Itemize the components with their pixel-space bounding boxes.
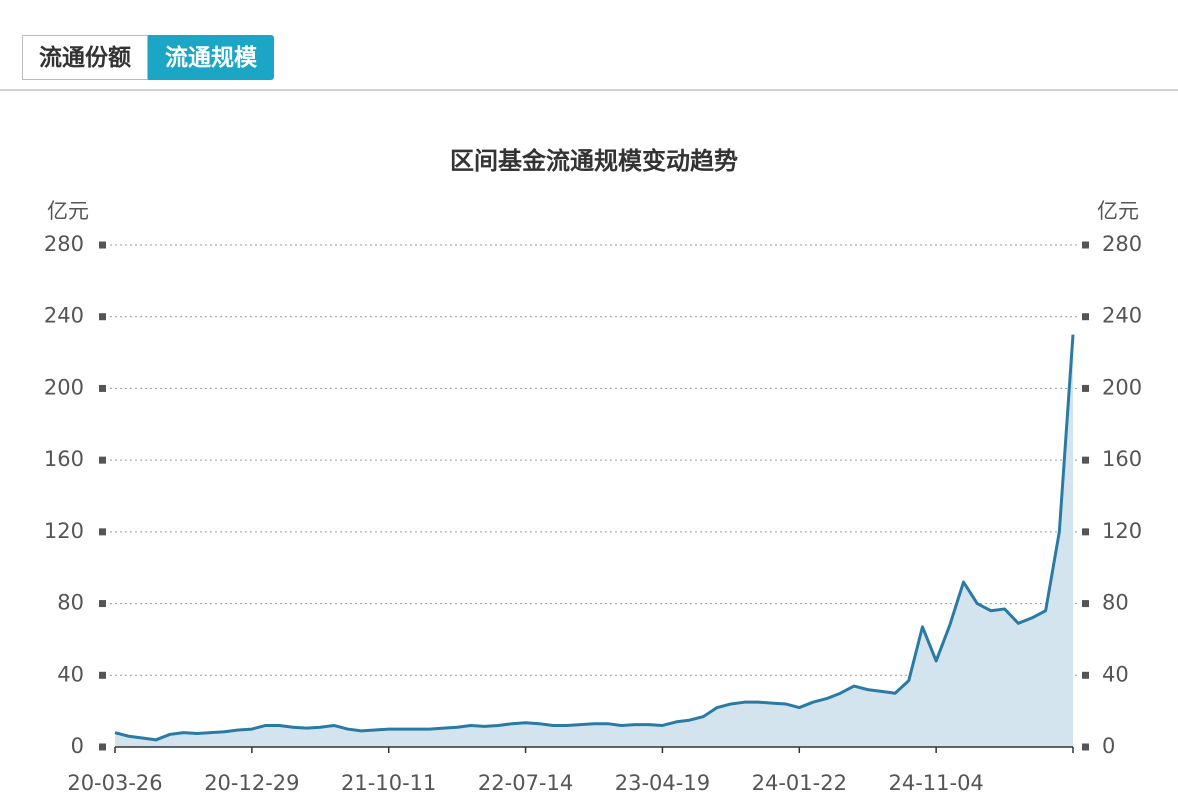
tab[interactable]: 流通份额: [22, 35, 148, 80]
area: [115, 334, 1073, 747]
y-tick-mark: [99, 743, 106, 751]
y2-tick-mark: [1082, 528, 1089, 536]
y-tick-label: 40: [57, 662, 84, 686]
y2-tick-mark: [1082, 743, 1089, 751]
y-tick-mark: [99, 456, 106, 464]
y-tick-mark: [99, 313, 106, 321]
y-tick-label: 280: [44, 232, 84, 256]
y-tick-label: 0: [71, 734, 84, 758]
y-tick-label: 160: [44, 447, 84, 471]
x-tick-label: 22-07-14: [478, 771, 573, 795]
y2-tick-mark: [1082, 313, 1089, 321]
line: [114, 334, 1075, 742]
y-tick-mark: [99, 241, 106, 249]
y2-tick-mark: [1082, 671, 1089, 679]
y2-tick-label: 160: [1102, 447, 1142, 471]
y2-tick-label: 120: [1102, 519, 1142, 543]
x-tick-label: 20-03-26: [67, 771, 162, 795]
y2-tick-label: 40: [1102, 662, 1129, 686]
y-tick-mark: [99, 600, 106, 608]
y-tick-mark: [99, 384, 106, 392]
x-tick-label: 23-04-19: [615, 771, 710, 795]
y-axis-label: 亿元: [47, 199, 89, 223]
x-tick-label: 20-12-29: [204, 771, 299, 795]
y-tick-label: 80: [57, 591, 84, 615]
y2-tick-label: 280: [1102, 232, 1142, 256]
y2-tick-label: 80: [1102, 591, 1129, 615]
tab-active[interactable]: 流通规模: [148, 35, 274, 80]
divider: [0, 89, 1178, 91]
y-tick-label: 120: [44, 519, 84, 543]
y2-tick-label: 240: [1102, 304, 1142, 328]
y-tick-mark: [99, 528, 106, 536]
y-tick-label: 240: [44, 304, 84, 328]
y2-tick-mark: [1082, 600, 1089, 608]
y2-tick-label: 0: [1102, 734, 1115, 758]
x-tick-label: 24-01-22: [752, 771, 847, 795]
y2-axis-label: 亿元: [1097, 199, 1139, 223]
y2-tick-mark: [1082, 384, 1089, 392]
x-tick-label: 24-11-04: [888, 771, 983, 795]
y2-tick-mark: [1082, 456, 1089, 464]
chart-title: 区间基金流通规模变动趋势: [450, 147, 738, 175]
y2-tick-mark: [1082, 241, 1089, 249]
y-tick-mark: [99, 671, 106, 679]
y2-tick-label: 200: [1102, 375, 1142, 399]
x-tick-label: 21-10-11: [341, 771, 436, 795]
tab-bar: 流通份额 流通规模: [22, 35, 274, 80]
y-tick-label: 200: [44, 375, 84, 399]
